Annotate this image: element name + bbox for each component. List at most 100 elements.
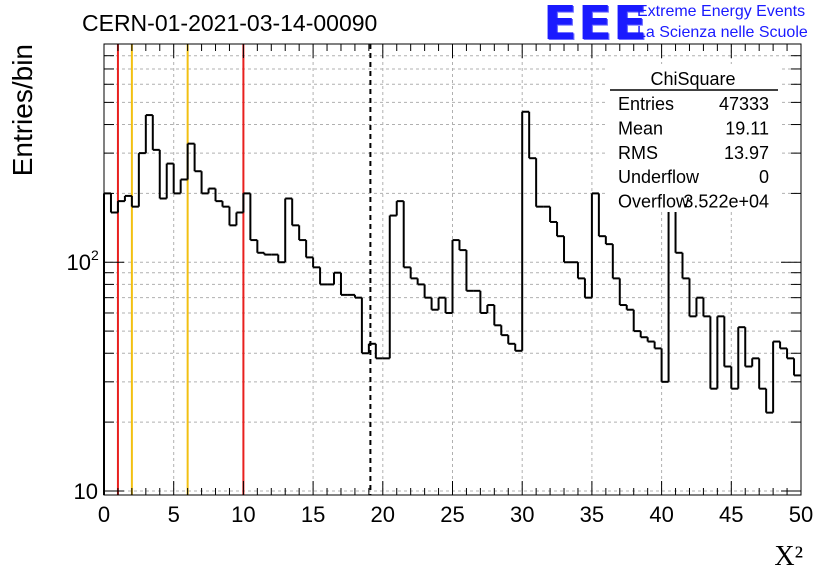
histogram-bin — [430, 297, 439, 311]
histogram-bin — [402, 201, 411, 269]
histogram-bin — [493, 305, 502, 327]
histogram-bin — [688, 278, 697, 318]
histogram-bin — [291, 198, 300, 227]
histogram-bin — [514, 343, 523, 352]
histogram-bin — [298, 225, 307, 242]
histogram-bin — [312, 257, 321, 269]
histogram-bin — [179, 178, 188, 194]
histogram-bin — [200, 171, 209, 195]
histogram-bin — [277, 254, 286, 264]
histogram-bin — [786, 348, 795, 360]
histogram-bin — [772, 340, 781, 413]
histogram-bin — [437, 296, 446, 310]
histogram-bin — [451, 239, 460, 313]
stats-box: ChiSquare Entries 47333 Mean 19.11 RMS 13.97 Un… — [608, 64, 780, 212]
histogram-bin — [563, 236, 571, 264]
histogram-bin — [256, 240, 265, 254]
histogram-bin — [660, 348, 669, 383]
y-axis-title: Entries/bin — [7, 44, 38, 176]
histogram-bin — [388, 214, 397, 359]
x-tick-label: 35 — [580, 502, 604, 527]
histogram-bin — [123, 194, 132, 202]
y-tick-label: 10 — [67, 250, 91, 275]
reference-lines — [116, 44, 372, 495]
histogram-bin — [583, 278, 592, 299]
histogram-bin — [242, 192, 251, 213]
x-tick-label: 20 — [371, 502, 395, 527]
histogram-bin — [367, 342, 376, 354]
histogram-bin — [507, 335, 516, 345]
histogram-bin — [653, 341, 662, 350]
histogram-bin — [625, 305, 634, 311]
histogram-bin — [681, 252, 690, 280]
histogram-bin — [479, 290, 488, 314]
histogram-bin — [556, 221, 565, 238]
x-tick-label: 30 — [510, 502, 534, 527]
run-title: CERN-01-2021-03-14-00090 — [82, 10, 378, 36]
histogram-bin — [751, 357, 760, 367]
histogram-bin — [151, 115, 160, 151]
histogram-bin — [737, 326, 746, 389]
histogram-bin — [611, 244, 620, 280]
stats-row-value: 19.11 — [725, 118, 769, 138]
histogram-bin — [423, 284, 432, 299]
histogram-bin — [353, 294, 362, 299]
x-axis-title: X² — [774, 541, 803, 572]
eee-logo: EEE — [543, 0, 649, 50]
logo-subtitle-2: La Scienza nelle Scuole — [637, 24, 808, 41]
stats-row-label: Overflow — [618, 192, 690, 212]
histogram-bin — [695, 296, 704, 317]
histogram-bin — [235, 211, 244, 226]
stats-row-label: Entries — [618, 94, 674, 114]
histogram-bin — [765, 388, 774, 414]
histogram-bin — [193, 143, 202, 173]
histogram-bin — [549, 206, 558, 223]
histogram-bin — [576, 262, 585, 280]
histogram-bin — [284, 197, 293, 263]
histogram-bin — [528, 111, 537, 160]
stats-title: ChiSquare — [650, 69, 735, 89]
histogram-bin — [730, 366, 739, 390]
histogram-bin — [618, 278, 627, 307]
histogram-bin — [444, 297, 453, 314]
histogram-bin — [465, 250, 474, 292]
histogram-bin — [723, 316, 732, 368]
histogram-bin — [395, 200, 404, 216]
histogram-bin — [702, 297, 711, 318]
stats-box-background — [608, 64, 780, 212]
histogram-bin — [793, 358, 801, 377]
stats-row-value: 13.97 — [724, 143, 769, 163]
stats-row-value: 0 — [759, 167, 769, 187]
histogram-bin — [716, 315, 725, 389]
stats-row-value: 47333 — [719, 94, 769, 114]
histogram-bin — [158, 149, 167, 200]
stats-row-value: 3.522e+04 — [683, 192, 769, 212]
histogram-bin — [758, 358, 767, 390]
histogram-bin — [144, 114, 153, 154]
histogram-bin — [109, 193, 118, 214]
histogram-bin — [779, 341, 788, 350]
histogram-bin — [374, 343, 383, 360]
histogram-bin — [535, 158, 544, 208]
y-tick-label-exponent: 2 — [91, 247, 99, 263]
histogram-bin — [360, 297, 369, 355]
histogram-bin — [500, 325, 509, 337]
histogram-bin — [333, 271, 341, 285]
histogram-bin — [639, 331, 648, 339]
histogram-bin — [130, 195, 139, 208]
x-tick-label: 50 — [789, 502, 813, 527]
histogram-bin — [116, 200, 125, 213]
histogram-bin — [207, 187, 216, 194]
x-tick-label: 10 — [231, 502, 255, 527]
histogram-bin — [165, 162, 174, 199]
histogram-bin — [214, 188, 223, 203]
histogram-bin — [221, 201, 230, 208]
histogram-layer — [103, 110, 801, 495]
x-tick-label: 25 — [440, 502, 464, 527]
histogram-bin — [319, 267, 328, 286]
histogram-bin — [458, 240, 467, 252]
histogram-bin — [249, 193, 258, 242]
histogram-bin — [590, 192, 599, 298]
